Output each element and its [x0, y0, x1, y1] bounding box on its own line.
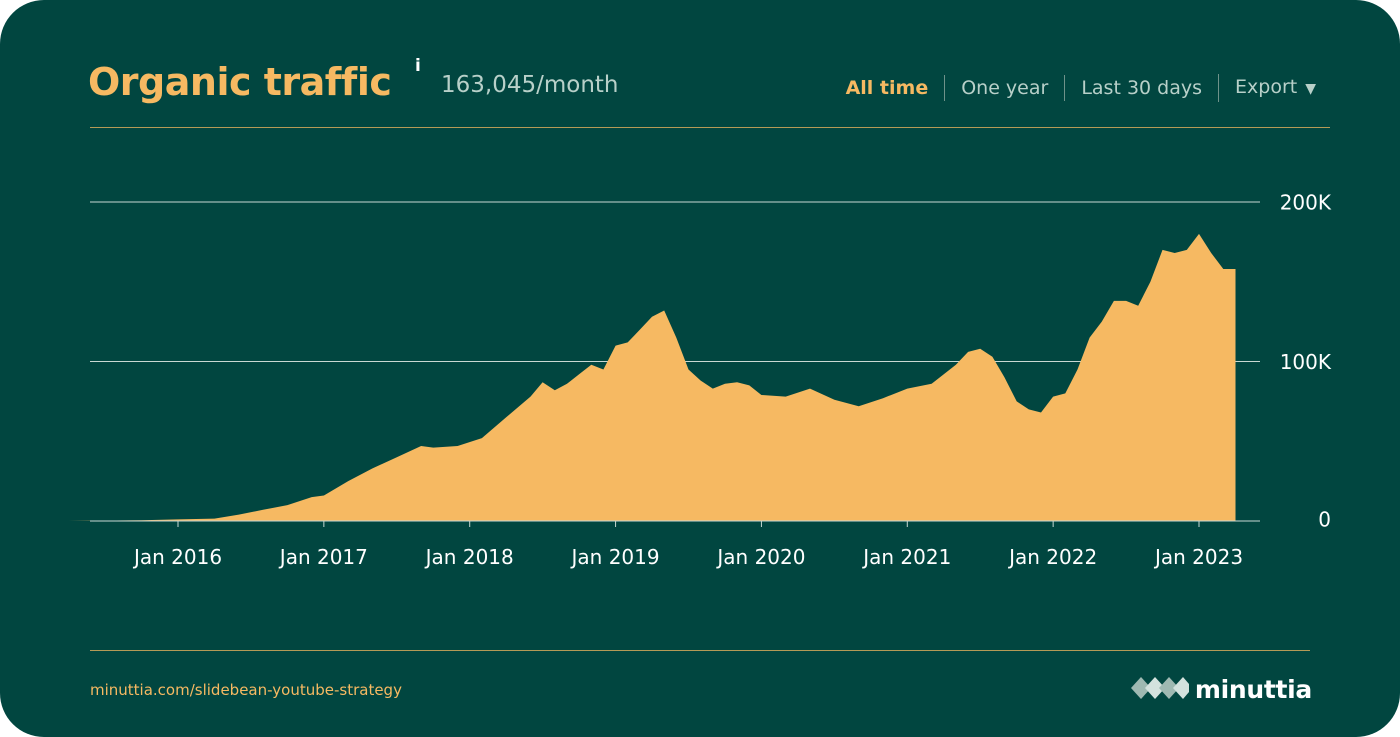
tab-last-30-days[interactable]: Last 30 days — [1064, 75, 1218, 101]
x-tick-label: Jan 2017 — [278, 545, 368, 569]
caret-down-icon: ▼ — [1305, 81, 1316, 97]
brand-name: minuttia — [1194, 674, 1312, 704]
info-icon[interactable]: i — [415, 56, 421, 76]
x-tick-label: Jan 2021 — [861, 545, 951, 569]
y-tick-label: 100K — [1280, 350, 1332, 374]
x-tick-label: Jan 2023 — [1153, 545, 1243, 569]
tab-one-year[interactable]: One year — [944, 75, 1064, 101]
x-tick-label: Jan 2018 — [424, 545, 514, 569]
x-tick-label: Jan 2020 — [715, 545, 805, 569]
monthly-traffic-value: 163,045/month — [441, 72, 619, 98]
y-tick-label: 0 — [1318, 508, 1331, 532]
source-link[interactable]: minuttia.com/slidebean-youtube-strategy — [90, 681, 402, 699]
x-tick-label: Jan 2019 — [570, 545, 660, 569]
x-tick-label: Jan 2016 — [132, 545, 222, 569]
brand-logo: minuttia — [1129, 674, 1312, 704]
chart-title: Organic traffic — [88, 60, 392, 104]
footer-divider — [90, 650, 1310, 651]
traffic-area — [68, 233, 1236, 521]
header-divider — [90, 127, 1330, 128]
export-label: Export — [1235, 76, 1298, 98]
export-button[interactable]: Export ▼ — [1218, 74, 1332, 102]
minuttia-logo-icon — [1130, 677, 1189, 699]
tab-all-time[interactable]: All time — [845, 77, 929, 99]
range-tabs: All time One year Last 30 days Export ▼ — [830, 74, 1332, 102]
x-tick-label: Jan 2022 — [1007, 545, 1097, 569]
y-tick-label: 200K — [1280, 191, 1332, 215]
